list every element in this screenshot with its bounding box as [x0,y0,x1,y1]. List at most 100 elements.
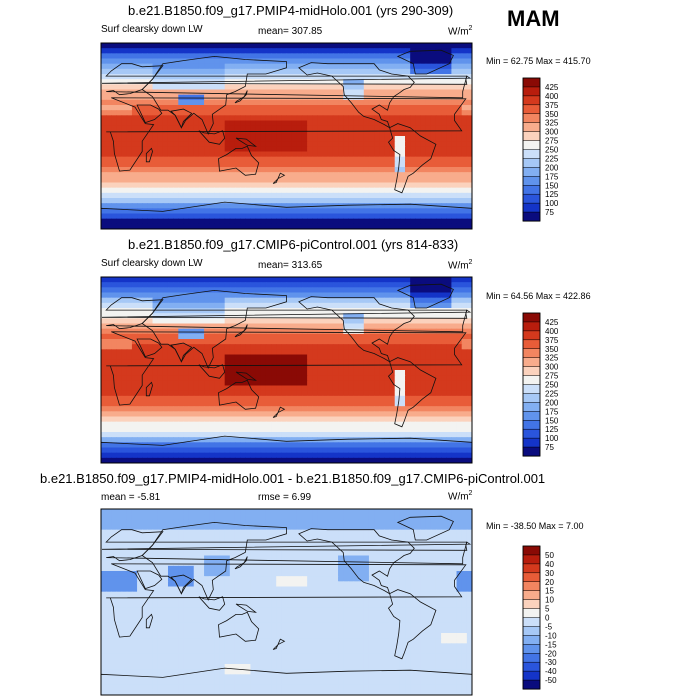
field-cell [255,333,262,340]
field-cell [255,349,262,356]
field-cell [193,339,200,345]
field-cell [456,318,463,325]
field-cell [384,177,391,184]
field-cell [368,282,375,288]
field-cell [415,432,422,438]
field-cell [214,385,221,392]
field-cell [219,177,226,184]
field-cell [307,313,313,319]
field-cell [343,125,349,132]
field-cell [420,120,427,127]
field-cell [368,416,375,423]
field-cell [219,192,226,199]
field-cell [394,390,401,397]
field-cell [147,43,154,49]
field-cell [363,370,370,376]
field-cell [137,208,143,215]
field-cell [137,339,143,345]
field-cell [368,161,375,168]
field-cell [405,84,411,91]
field-cell [317,187,324,194]
field-cell [446,323,452,330]
field-cell [188,432,195,438]
field-cell [451,302,458,309]
field-cell [317,125,324,132]
field-cell [286,292,293,299]
field-cell [183,411,190,418]
field-cell [131,208,138,215]
field-cell [214,130,221,137]
field-cell [121,308,128,314]
field-cell [338,416,344,423]
field-cell [193,89,200,96]
field-cell [229,94,236,101]
field-cell [240,282,246,288]
field-cell [214,370,221,376]
field-cell [209,43,215,49]
field-cell [271,99,277,106]
field-cell [224,130,231,137]
field-cell [394,411,401,418]
field-cell [420,411,427,418]
field-cell [435,421,442,428]
field-cell [441,370,447,376]
field-cell [327,167,334,173]
field-cell [322,192,329,199]
field-cell [265,110,272,116]
field-cell [126,426,133,433]
field-cell [183,192,190,199]
field-cell [394,79,401,85]
field-cell [343,130,349,137]
field-cell [296,198,303,204]
field-cell [307,292,313,299]
field-cell [389,395,396,402]
field-cell [291,58,298,65]
field-cell [296,421,303,428]
field-cell [234,308,241,314]
field-cell [229,421,236,428]
field-cell [332,349,339,356]
field-cell [446,364,452,371]
field-cell [188,187,195,194]
field-cell [379,68,385,75]
field-cell [466,364,472,371]
field-cell [121,187,128,194]
field-cell [106,385,112,392]
field-cell [121,105,128,111]
field-cell [332,84,339,91]
field-cell [435,287,442,294]
coastline-antarctica [101,201,472,229]
field-cell [466,198,472,204]
field-cell [167,287,174,294]
field-cell [296,167,303,173]
field-cell [291,323,298,330]
field-cell [446,380,452,387]
field-cell [332,370,339,376]
field-cell [332,53,339,60]
field-cell [224,94,231,101]
field-cell [126,292,133,299]
field-cell [286,344,293,350]
field-cell [271,63,277,70]
field-cell [374,287,380,294]
field-cell [394,68,401,75]
field-cell [214,110,221,116]
field-cell [106,79,112,85]
field-cell [466,380,472,387]
field-cell [394,308,401,314]
field-cell [137,68,143,75]
field-cell [260,416,267,423]
field-cell [312,161,319,168]
field-cell [271,339,277,345]
field-cell [229,130,236,137]
field-cell [183,213,190,220]
field-cell [116,277,123,283]
field-cell [276,146,282,153]
field-cell [394,395,401,402]
field-cell [415,354,422,361]
coastline-greenland [396,49,454,75]
field-cell [276,354,282,361]
field-cell [338,349,344,356]
field-cell [379,63,385,70]
field-cell [430,313,437,319]
